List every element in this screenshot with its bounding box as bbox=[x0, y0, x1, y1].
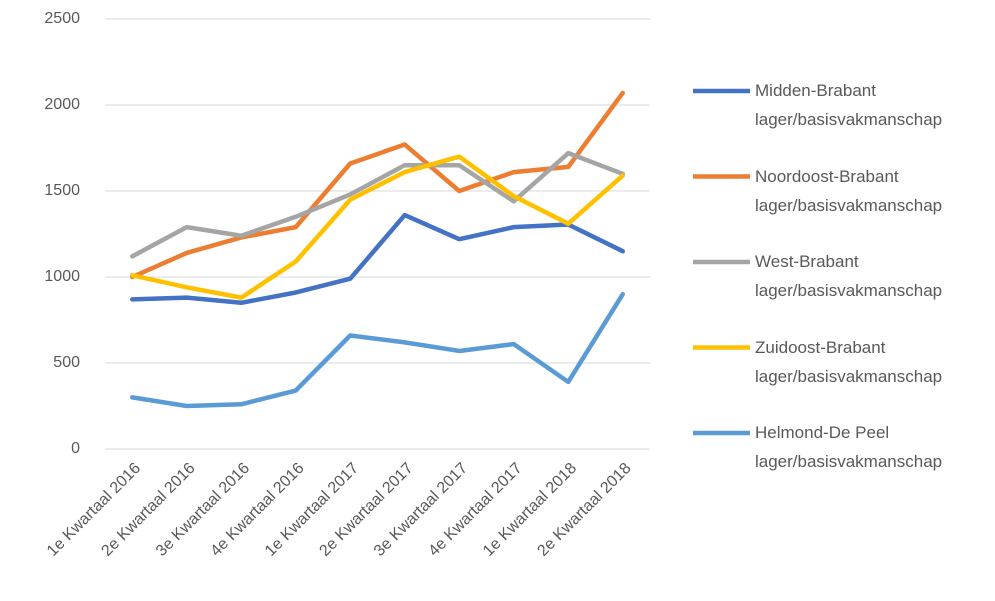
legend-label: Midden-Brabant lager/basisvakmanschap bbox=[755, 81, 943, 129]
y-tick-label: 0 bbox=[71, 440, 80, 457]
series-line bbox=[130, 291, 625, 409]
x-tick-label: 1e Kwartaal 2017 bbox=[262, 460, 362, 560]
legend-label: West-Brabant lager/basisvakmanschap bbox=[755, 252, 943, 300]
legend-label: Zuidoost-Brabant lager/basisvakmanschap bbox=[755, 337, 943, 386]
x-tick-label: 2e Kwartaal 2016 bbox=[98, 460, 198, 560]
x-tick-label: 1e Kwartaal 2016 bbox=[44, 460, 144, 560]
x-tick-label: 3e Kwartaal 2016 bbox=[153, 460, 253, 560]
y-tick-label: 2500 bbox=[44, 10, 80, 27]
series-line bbox=[130, 150, 625, 259]
x-tick-label: 1e Kwartaal 2018 bbox=[480, 460, 580, 560]
x-tick-label: 2e Kwartaal 2018 bbox=[534, 460, 634, 560]
x-tick-label: 3e Kwartaal 2017 bbox=[371, 460, 471, 560]
y-tick-label: 1000 bbox=[44, 268, 80, 285]
legend-label: Noordoost-Brabant lager/basisvakmanschap bbox=[755, 166, 943, 215]
series-line bbox=[130, 90, 625, 280]
series-line bbox=[130, 154, 625, 300]
x-tick-label: 4e Kwartaal 2016 bbox=[207, 460, 307, 560]
y-tick-label: 2000 bbox=[44, 96, 80, 113]
legend-label: Helmond-De Peel lager/basisvakmanschap bbox=[755, 423, 943, 471]
x-tick-label: 4e Kwartaal 2017 bbox=[425, 460, 525, 560]
x-tick-label: 2e Kwartaal 2017 bbox=[316, 460, 416, 560]
y-tick-label: 1500 bbox=[44, 182, 80, 199]
y-tick-label: 500 bbox=[53, 354, 80, 371]
series-line bbox=[130, 212, 625, 306]
